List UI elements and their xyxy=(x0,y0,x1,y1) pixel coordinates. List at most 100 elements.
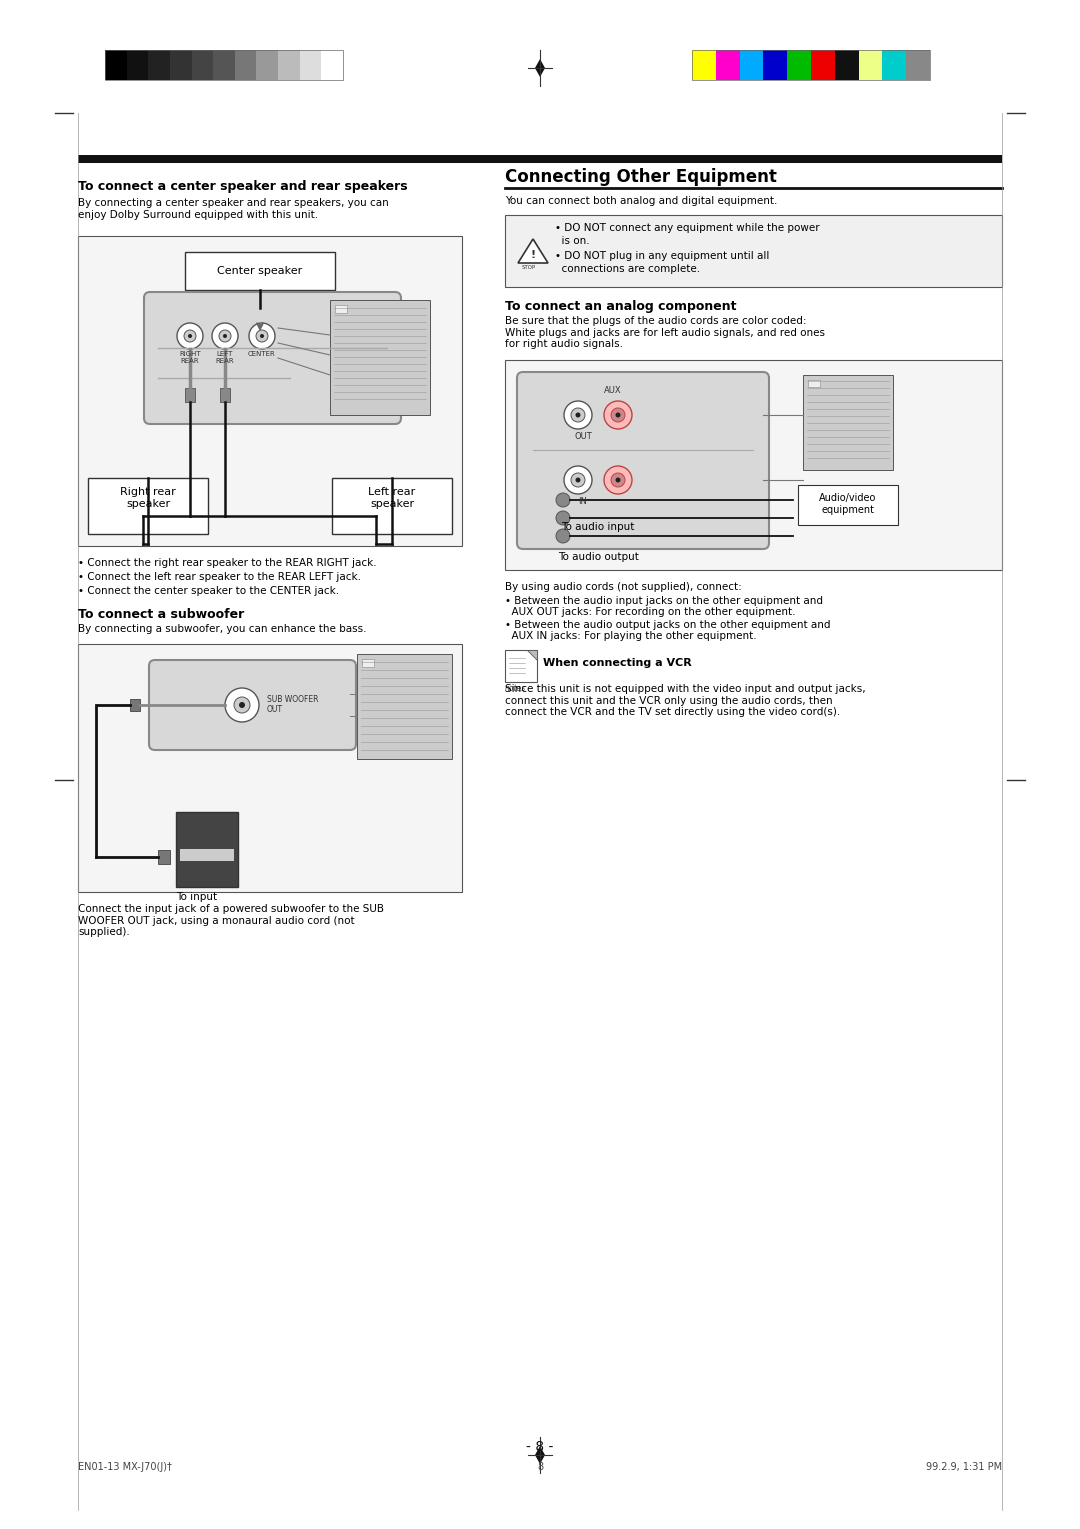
Bar xyxy=(185,388,195,402)
Bar xyxy=(798,485,897,524)
Bar xyxy=(78,154,1002,164)
Circle shape xyxy=(556,529,570,543)
Bar xyxy=(740,50,764,80)
Text: STOP: STOP xyxy=(522,265,536,271)
Text: Left rear
speaker: Left rear speaker xyxy=(368,488,416,509)
Circle shape xyxy=(604,401,632,430)
Text: Center speaker: Center speaker xyxy=(217,266,302,277)
Bar xyxy=(213,50,234,80)
Text: Audio/video
equipment: Audio/video equipment xyxy=(820,492,877,515)
Text: REAR: REAR xyxy=(180,358,200,364)
Bar xyxy=(148,50,170,80)
Text: • Connect the center speaker to the CENTER jack.: • Connect the center speaker to the CENT… xyxy=(78,586,339,596)
Circle shape xyxy=(260,333,264,338)
Circle shape xyxy=(564,401,592,430)
Bar xyxy=(859,50,882,80)
Bar xyxy=(130,699,140,711)
Circle shape xyxy=(616,413,621,417)
Text: connections are complete.: connections are complete. xyxy=(555,265,700,274)
Bar xyxy=(78,235,462,546)
Circle shape xyxy=(564,466,592,494)
Text: 8: 8 xyxy=(537,1462,543,1472)
Circle shape xyxy=(571,408,585,422)
Bar xyxy=(804,375,893,469)
FancyBboxPatch shape xyxy=(144,292,401,424)
Circle shape xyxy=(576,413,581,417)
Bar xyxy=(692,50,716,80)
Bar xyxy=(300,50,322,80)
Text: EN01-13 MX-J70(J)†: EN01-13 MX-J70(J)† xyxy=(78,1462,172,1472)
Bar xyxy=(170,50,191,80)
Circle shape xyxy=(184,330,195,342)
Bar xyxy=(787,50,811,80)
Bar xyxy=(505,359,1002,570)
Circle shape xyxy=(219,330,231,342)
Text: To connect a subwoofer: To connect a subwoofer xyxy=(78,609,244,621)
Polygon shape xyxy=(535,60,545,76)
Circle shape xyxy=(249,323,275,349)
Text: To audio output: To audio output xyxy=(557,552,638,563)
Text: • DO NOT connect any equipment while the power: • DO NOT connect any equipment while the… xyxy=(555,223,820,232)
Text: IN: IN xyxy=(579,497,588,506)
Circle shape xyxy=(571,472,585,488)
Text: • DO NOT plug in any equipment until all: • DO NOT plug in any equipment until all xyxy=(555,251,769,261)
Bar xyxy=(764,50,787,80)
Text: • Connect the right rear speaker to the REAR RIGHT jack.: • Connect the right rear speaker to the … xyxy=(78,558,377,567)
Circle shape xyxy=(576,477,581,483)
Bar xyxy=(234,50,256,80)
Text: • Between the audio input jacks on the other equipment and: • Between the audio input jacks on the o… xyxy=(505,596,823,605)
Text: REAR: REAR xyxy=(216,358,234,364)
Text: By connecting a center speaker and rear speakers, you can
enjoy Dolby Surround e: By connecting a center speaker and rear … xyxy=(78,197,389,220)
Bar xyxy=(185,252,335,291)
Polygon shape xyxy=(518,239,548,263)
Bar xyxy=(906,50,930,80)
Text: notes: notes xyxy=(504,683,526,693)
Text: By using audio cords (not supplied), connect:: By using audio cords (not supplied), con… xyxy=(505,583,742,592)
Bar xyxy=(505,216,1002,287)
Text: is on.: is on. xyxy=(555,235,590,246)
Bar xyxy=(180,849,234,861)
Bar xyxy=(191,50,213,80)
Bar xyxy=(87,479,208,534)
Circle shape xyxy=(611,472,625,488)
Text: To connect a center speaker and rear speakers: To connect a center speaker and rear spe… xyxy=(78,180,407,193)
Text: To input: To input xyxy=(176,891,217,902)
Circle shape xyxy=(188,333,192,338)
Bar xyxy=(357,654,453,758)
Text: Since this unit is not equipped with the video input and output jacks,
connect t: Since this unit is not equipped with the… xyxy=(505,683,866,717)
Circle shape xyxy=(616,477,621,483)
Circle shape xyxy=(556,511,570,524)
Bar xyxy=(362,659,374,667)
Bar xyxy=(505,650,537,682)
Circle shape xyxy=(256,330,268,342)
Circle shape xyxy=(556,492,570,508)
Bar xyxy=(278,50,300,80)
Text: !: ! xyxy=(530,251,536,260)
Bar xyxy=(322,50,343,80)
Circle shape xyxy=(604,466,632,494)
Text: AUX: AUX xyxy=(604,385,622,394)
Circle shape xyxy=(212,323,238,349)
Polygon shape xyxy=(535,1446,545,1463)
Text: • Connect the left rear speaker to the REAR LEFT jack.: • Connect the left rear speaker to the R… xyxy=(78,572,361,583)
Circle shape xyxy=(177,323,203,349)
Text: Connecting Other Equipment: Connecting Other Equipment xyxy=(505,168,777,187)
Text: Right rear
speaker: Right rear speaker xyxy=(120,488,176,509)
Text: You can connect both analog and digital equipment.: You can connect both analog and digital … xyxy=(505,196,778,206)
Bar xyxy=(716,50,740,80)
Text: To audio input: To audio input xyxy=(562,521,635,532)
Bar xyxy=(255,307,265,320)
Text: • Between the audio output jacks on the other equipment and: • Between the audio output jacks on the … xyxy=(505,619,831,630)
Bar xyxy=(882,50,906,80)
Bar xyxy=(78,644,462,891)
Bar xyxy=(330,300,430,414)
Text: To connect an analog component: To connect an analog component xyxy=(505,300,737,313)
Bar xyxy=(256,50,278,80)
Bar xyxy=(105,50,343,80)
Text: When connecting a VCR: When connecting a VCR xyxy=(543,657,692,668)
Bar xyxy=(811,50,835,80)
Circle shape xyxy=(225,688,259,722)
Circle shape xyxy=(239,702,245,708)
Bar xyxy=(332,479,453,534)
Text: Be sure that the plugs of the audio cords are color coded:
White plugs and jacks: Be sure that the plugs of the audio cord… xyxy=(505,317,825,349)
